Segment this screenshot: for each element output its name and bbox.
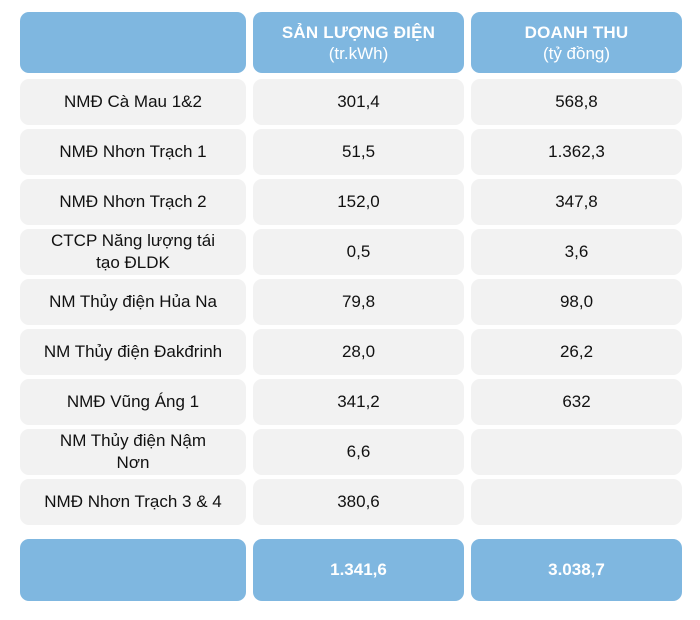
output-value-cell: 51,5: [253, 129, 464, 175]
column-unit-output: (tr.kWh): [328, 43, 389, 63]
revenue-value-cell: [471, 479, 682, 525]
plant-name-cell: NM Thủy điện Nậm Nơn: [20, 429, 246, 475]
column-title-revenue: DOANH THU: [524, 22, 629, 42]
output-value-cell: 28,0: [253, 329, 464, 375]
revenue-value-cell: 347,8: [471, 179, 682, 225]
column-title-output: SẢN LƯỢNG ĐIỆN: [281, 22, 436, 42]
output-value-cell: 79,8: [253, 279, 464, 325]
revenue-value-cell: 632: [471, 379, 682, 425]
revenue-value-cell: [471, 429, 682, 475]
output-value-cell: 152,0: [253, 179, 464, 225]
plant-name-cell: NMĐ Nhơn Trạch 2: [20, 179, 246, 225]
plant-name-cell: CTCP Năng lượng tái tạo ĐLDK: [20, 229, 246, 275]
plant-name-cell: NMĐ Vũng Áng 1: [20, 379, 246, 425]
plant-name-cell: NMĐ Nhơn Trạch 1: [20, 129, 246, 175]
revenue-value-cell: 98,0: [471, 279, 682, 325]
total-output-cell: 1.341,6: [253, 539, 464, 601]
revenue-value-cell: 568,8: [471, 79, 682, 125]
revenue-value-cell: 26,2: [471, 329, 682, 375]
total-label-cell: [20, 539, 246, 601]
plant-name-cell: NMĐ Cà Mau 1&2: [20, 79, 246, 125]
output-value-cell: 380,6: [253, 479, 464, 525]
output-value-cell: 6,6: [253, 429, 464, 475]
output-value-cell: 0,5: [253, 229, 464, 275]
plant-name-text: NM Thủy điện Nậm Nơn: [59, 431, 207, 472]
header-revenue-cell: DOANH THU (tỷ đồng): [471, 12, 682, 73]
plant-name-cell: NM Thủy điện Đakđrinh: [20, 329, 246, 375]
plant-name-cell: NMĐ Nhơn Trạch 3 & 4: [20, 479, 246, 525]
plant-name-cell: NM Thủy điện Hủa Na: [20, 279, 246, 325]
column-unit-revenue: (tỷ đồng): [542, 43, 611, 63]
plant-name-text: CTCP Năng lượng tái tạo ĐLDK: [51, 231, 215, 272]
revenue-value-cell: 3,6: [471, 229, 682, 275]
header-output-cell: SẢN LƯỢNG ĐIỆN (tr.kWh): [253, 12, 464, 73]
revenue-value-cell: 1.362,3: [471, 129, 682, 175]
output-value-cell: 301,4: [253, 79, 464, 125]
total-revenue-cell: 3.038,7: [471, 539, 682, 601]
output-value-cell: 341,2: [253, 379, 464, 425]
header-corner-cell: [20, 12, 246, 73]
